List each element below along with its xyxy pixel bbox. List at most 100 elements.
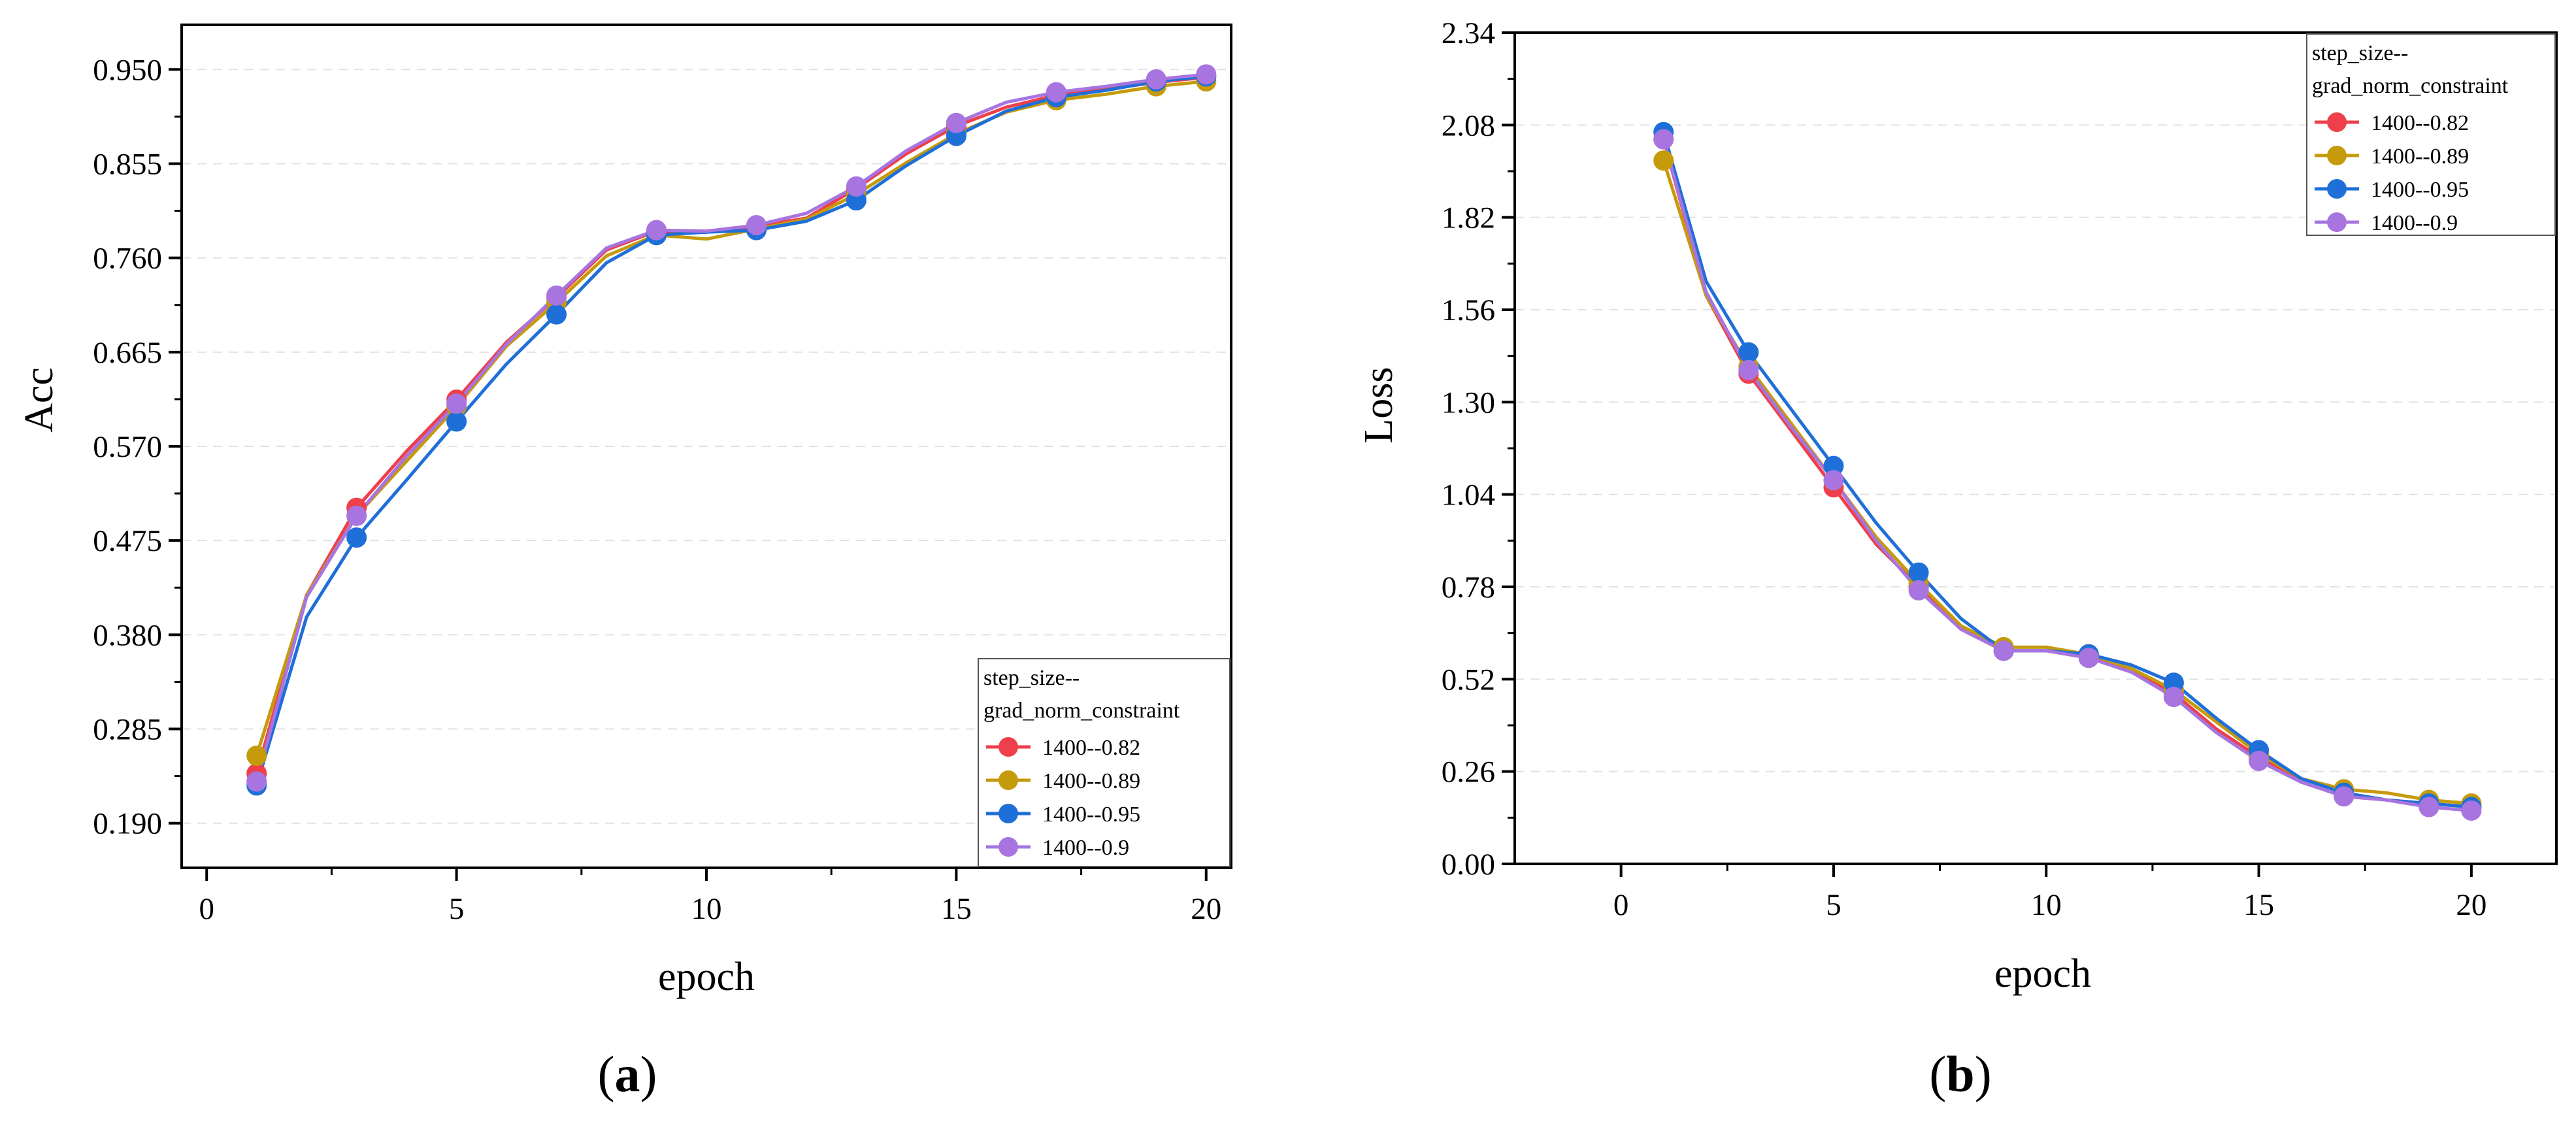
acc-data-point (346, 505, 367, 526)
acc-legend-items: 1400--0.82 1400--0.89 1400--0.95 1400--0.9 (986, 736, 1140, 860)
acc-x-axis-label: epoch (658, 955, 755, 999)
acc-data-point (946, 112, 966, 133)
loss-y-tick-label: 0.26 (1442, 755, 1495, 789)
acc-legend-box (978, 658, 1230, 867)
acc-data-point (1046, 82, 1066, 103)
acc-series-group (246, 64, 1217, 796)
acc-data-point (546, 285, 567, 306)
loss-legend-label-1400--0.95: 1400--0.95 (2371, 178, 2469, 202)
loss-data-point (2163, 687, 2184, 708)
acc-legend-marker-1400--0.89 (999, 770, 1018, 790)
loss-y-tick-label: 0.52 (1442, 663, 1495, 697)
acc-data-point (346, 527, 367, 548)
acc-chart-panel: 0 5 10 15 20 0.1900.2850.3800.4750.5700.6650… (17, 24, 1232, 1102)
loss-y-tick-label: 1.56 (1442, 293, 1495, 327)
loss-x-tick-label: 10 (2031, 888, 2062, 922)
loss-legend-label-1400--0.89: 1400--0.89 (2371, 144, 2469, 169)
loss-legend-marker-1400--0.9 (2327, 212, 2347, 232)
acc-x-tick-label: 20 (1191, 892, 1221, 926)
loss-data-point (2419, 797, 2439, 817)
acc-data-point (646, 220, 667, 240)
loss-panel-caption: (b) (1929, 1046, 1991, 1102)
loss-y-axis: 0.00 0.26 0.52 0.78 1.04 1.30 1.56 1.82 2.08 2.34 (1442, 16, 1515, 882)
loss-y-tick-label: 1.04 (1442, 478, 1495, 512)
acc-data-point (446, 393, 467, 414)
loss-legend-label-1400--0.9: 1400--0.9 (2371, 211, 2458, 235)
acc-legend-marker-1400--0.95 (999, 804, 1018, 823)
acc-caption-letter: a (615, 1046, 640, 1102)
acc-data-point (1146, 69, 1166, 90)
acc-legend: step_size-- grad_norm_constraint 1400--0… (978, 658, 1230, 867)
loss-data-point (1653, 129, 1674, 150)
acc-panel-caption: (a) (598, 1046, 657, 1102)
loss-series-line-1400--0.9 (1662, 139, 2472, 812)
loss-data-point (1738, 342, 1759, 363)
loss-legend-title-line2: grad_norm_constraint (2312, 74, 2509, 98)
acc-y-tick-label: 0.380 (93, 618, 162, 652)
acc-legend-marker-1400--0.82 (999, 737, 1018, 757)
loss-legend-marker-1400--0.82 (2327, 112, 2347, 132)
acc-y-tick-label: 0.570 (93, 430, 162, 464)
acc-x-tick-label: 5 (449, 892, 465, 926)
loss-chart-panel: 0 5 10 15 20 0.00 0.26 0.52 0.78 1.04 1.30 1.56 1.8… (1357, 16, 2558, 1102)
loss-data-point (2461, 800, 2482, 821)
acc-y-tick-label: 0.190 (93, 807, 162, 841)
acc-x-tick-label: 0 (199, 892, 214, 926)
acc-legend-title-line1: step_size-- (983, 666, 1080, 690)
loss-data-point (1908, 562, 1929, 583)
acc-y-tick-label: 0.760 (93, 242, 162, 276)
loss-y-tick-label: 0.00 (1442, 848, 1495, 882)
acc-x-axis: 0 5 10 15 20 (199, 868, 1221, 926)
loss-y-tick-label: 2.34 (1442, 16, 1495, 50)
loss-legend: step_size-- grad_norm_constraint 1400--0… (2306, 33, 2556, 236)
loss-data-point (2078, 648, 2099, 668)
acc-data-point (546, 304, 567, 325)
acc-data-point (246, 746, 267, 767)
acc-caption-open: ( (598, 1046, 615, 1102)
loss-series-group (1653, 122, 2482, 821)
acc-legend-title-line2: grad_norm_constraint (983, 699, 1180, 723)
loss-y-tick-label: 2.08 (1442, 108, 1495, 142)
acc-x-tick-label: 15 (941, 892, 972, 926)
acc-data-point (846, 176, 867, 197)
loss-data-point (1993, 640, 2014, 661)
loss-data-point (2334, 786, 2354, 807)
acc-y-axis-label: Acc (17, 367, 61, 433)
loss-x-tick-label: 15 (2243, 888, 2274, 922)
loss-y-tick-label: 0.78 (1442, 570, 1495, 604)
acc-y-tick-label: 0.475 (93, 524, 162, 558)
loss-data-point (2249, 750, 2270, 771)
acc-legend-label-1400--0.89: 1400--0.89 (1042, 769, 1140, 793)
loss-data-point (1653, 150, 1674, 171)
acc-caption-close: ) (640, 1046, 657, 1102)
acc-y-tick-label: 0.950 (93, 53, 162, 87)
acc-legend-label-1400--0.9: 1400--0.9 (1042, 836, 1129, 860)
loss-series-line-1400--0.82 (1662, 139, 2472, 809)
acc-y-tick-label: 0.285 (93, 713, 162, 747)
loss-legend-items: 1400--0.82 1400--0.89 1400--0.95 1400--0.9 (2315, 111, 2469, 235)
loss-x-tick-label: 0 (1613, 888, 1629, 922)
loss-y-axis-label: Loss (1357, 367, 1401, 443)
loss-data-point (1823, 470, 1844, 491)
loss-data-point (1738, 359, 1759, 380)
acc-y-tick-label: 0.665 (93, 336, 162, 370)
acc-data-point (246, 771, 267, 792)
loss-series-line-1400--0.89 (1662, 159, 2472, 806)
loss-legend-title-line1: step_size-- (2312, 41, 2408, 65)
loss-data-point (1908, 580, 1929, 601)
loss-x-axis-label: epoch (1994, 951, 2091, 996)
acc-y-axis: 0.190 0.285 0.380 0.475 0.570 0.665 0.760 0.855… (93, 53, 182, 841)
loss-legend-marker-1400--0.95 (2327, 179, 2347, 199)
acc-series-line-1400--0.89 (255, 80, 1207, 757)
acc-y-tick-label: 0.855 (93, 147, 162, 181)
acc-data-point (1196, 64, 1217, 85)
loss-legend-marker-1400--0.89 (2327, 146, 2347, 165)
acc-data-point (446, 411, 467, 432)
acc-legend-marker-1400--0.9 (999, 837, 1018, 857)
loss-caption-open: ( (1929, 1046, 1946, 1102)
loss-legend-label-1400--0.82: 1400--0.82 (2371, 111, 2469, 135)
acc-legend-label-1400--0.82: 1400--0.82 (1042, 736, 1140, 760)
loss-x-tick-label: 20 (2456, 888, 2486, 922)
loss-legend-box (2306, 33, 2556, 236)
